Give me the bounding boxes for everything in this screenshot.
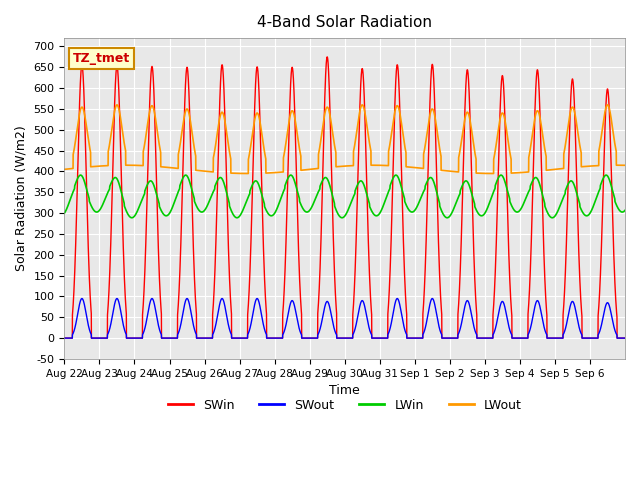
Text: TZ_tmet: TZ_tmet (73, 52, 130, 65)
Legend: SWin, SWout, LWin, LWout: SWin, SWout, LWin, LWout (163, 394, 527, 417)
X-axis label: Time: Time (330, 384, 360, 397)
Title: 4-Band Solar Radiation: 4-Band Solar Radiation (257, 15, 432, 30)
Y-axis label: Solar Radiation (W/m2): Solar Radiation (W/m2) (15, 126, 28, 271)
